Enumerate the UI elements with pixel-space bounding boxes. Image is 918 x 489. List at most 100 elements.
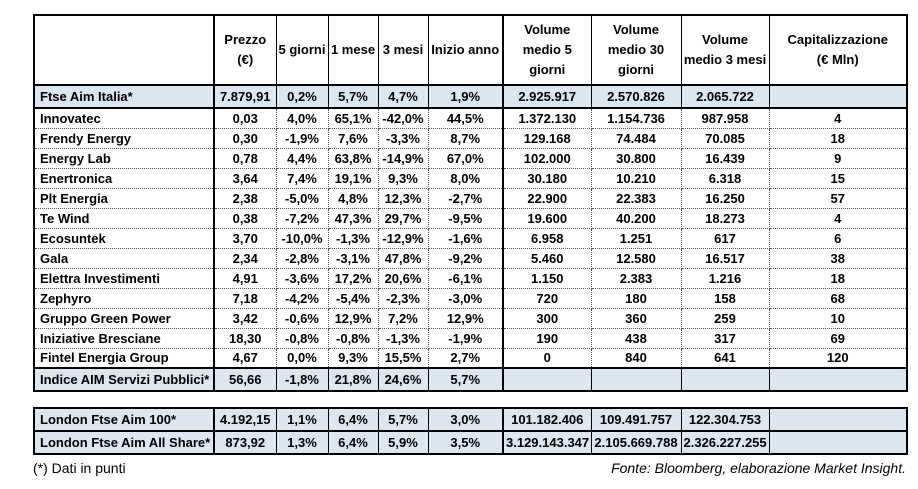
table-cell: -3,6% xyxy=(275,267,329,289)
table-cell: -6,1% xyxy=(427,267,504,289)
table-row: Innovatec 0,03 4,0% 65,1% -42,0% 44,5% 1.372.1… xyxy=(33,107,908,129)
row-label: Plt Energia xyxy=(33,187,215,209)
table-cell: 0 xyxy=(502,347,592,369)
table-cell: -2,8% xyxy=(275,247,329,269)
header-cell-3months: 3 mesi xyxy=(377,14,429,86)
table-cell: 38 xyxy=(768,247,908,269)
table-cell: 24,6% xyxy=(377,367,429,392)
table-row: Fintel Energia Group 4,67 0,0% 9,3% 15,5% 2,7… xyxy=(33,347,908,369)
table-cell xyxy=(768,367,908,392)
table-cell: 40.200 xyxy=(590,207,682,229)
header-cell-volume-5days: Volume medio 5 giorni xyxy=(502,14,592,86)
table-cell: 1.251 xyxy=(590,227,682,249)
table-cell: 122.304.753 xyxy=(680,407,770,432)
table-cell: 4,0% xyxy=(275,107,329,129)
header-cell-volume-3months: Volume medio 3 mesi xyxy=(680,14,770,86)
table-cell: 360 xyxy=(590,307,682,329)
table-cell: -1,3% xyxy=(327,227,379,249)
table-cell: 102.000 xyxy=(502,147,592,169)
header-cell-ytd: Inizio anno xyxy=(427,14,504,86)
table-cell: 9,3% xyxy=(377,167,429,189)
row-label: Fintel Energia Group xyxy=(33,347,215,369)
table-cell: 3,64 xyxy=(213,167,277,189)
table-cell: -10,0% xyxy=(275,227,329,249)
table-row: London Ftse Aim All Share* 873,92 1,3% 6,4%… xyxy=(33,430,908,455)
table-cell: 4,91 xyxy=(213,267,277,289)
table-cell: 30.180 xyxy=(502,167,592,189)
footer: (*) Dati in punti Fonte: Bloomberg, elab… xyxy=(33,460,906,476)
table-cell: 8,0% xyxy=(427,167,504,189)
table-cell: 19.600 xyxy=(502,207,592,229)
london-table-body: London Ftse Aim 100* 4.192,15 1,1% 6,4% 5,7%… xyxy=(33,407,908,455)
row-label: London Ftse Aim 100* xyxy=(33,407,215,432)
table-cell: 15,5% xyxy=(377,347,429,369)
table-cell: -7,2% xyxy=(275,207,329,229)
table-row: London Ftse Aim 100* 4.192,15 1,1% 6,4% 5,7%… xyxy=(33,407,908,432)
header-row: Prezzo (€) 5 giorni 1 mese 3 mesi Inizio… xyxy=(33,14,908,86)
table-cell: 67,0% xyxy=(427,147,504,169)
table-cell: 1,3% xyxy=(275,430,329,455)
table-cell: 29,7% xyxy=(377,207,429,229)
table-cell: 7.879,91 xyxy=(213,84,277,109)
header-cell-name xyxy=(33,14,215,86)
table-cell: 5,7% xyxy=(427,367,504,392)
table-cell: 74.484 xyxy=(590,127,682,149)
row-label: Iniziative Bresciane xyxy=(33,327,215,349)
table-cell: 18.273 xyxy=(680,207,770,229)
table-cell: 4.192,15 xyxy=(213,407,277,432)
table-cell: 3,5% xyxy=(427,430,504,455)
table-cell: 7,4% xyxy=(275,167,329,189)
table-cell: 19,1% xyxy=(327,167,379,189)
row-label: Frendy Energy xyxy=(33,127,215,149)
table-cell: 6,4% xyxy=(327,430,379,455)
table-cell: 259 xyxy=(680,307,770,329)
table-cell: 30.800 xyxy=(590,147,682,169)
table-cell: 7,2% xyxy=(377,307,429,329)
table-cell: 5,7% xyxy=(377,407,429,432)
table-cell: 18 xyxy=(768,267,908,289)
table-cell: 2,38 xyxy=(213,187,277,209)
table-cell: 6.958 xyxy=(502,227,592,249)
table-row: Te Wind 0,38 -7,2% 47,3% 29,7% -9,5% 19.600 40.… xyxy=(33,207,908,229)
table-cell: 617 xyxy=(680,227,770,249)
table-row: Gruppo Green Power 3,42 -0,6% 12,9% 7,2% 12,9… xyxy=(33,307,908,329)
table-cell: 109.491.757 xyxy=(590,407,682,432)
table-cell: 0,38 xyxy=(213,207,277,229)
table-cell: 56,66 xyxy=(213,367,277,392)
table-cell: -14,9% xyxy=(377,147,429,169)
table-cell: 129.168 xyxy=(502,127,592,149)
table-cell: -5,4% xyxy=(327,287,379,309)
row-label: Gruppo Green Power xyxy=(33,307,215,329)
table-cell: 18 xyxy=(768,127,908,149)
table-cell: 16.439 xyxy=(680,147,770,169)
table-header: Prezzo (€) 5 giorni 1 mese 3 mesi Inizio… xyxy=(33,14,908,86)
table-cell: 12,9% xyxy=(327,307,379,329)
table-cell: 22.900 xyxy=(502,187,592,209)
table-row: Zephyro 7,18 -4,2% -5,4% -2,3% -3,0% 720 180 158… xyxy=(33,287,908,309)
row-label: Gala xyxy=(33,247,215,269)
table-cell: 101.182.406 xyxy=(502,407,592,432)
table-cell: 873,92 xyxy=(213,430,277,455)
table-cell: 3.129.143.347 xyxy=(502,430,592,455)
table-cell: 5,9% xyxy=(377,430,429,455)
row-label: Indice AIM Servizi Pubblici* xyxy=(33,367,215,392)
table-cell: 0,03 xyxy=(213,107,277,129)
table-cell: 641 xyxy=(680,347,770,369)
table-cell: -12,9% xyxy=(377,227,429,249)
table-cell: 840 xyxy=(590,347,682,369)
table-cell: 5,7% xyxy=(327,84,379,109)
header-cell-capitalization: Capitalizzazione (€ Mln) xyxy=(768,14,908,86)
table-cell: 8,7% xyxy=(427,127,504,149)
table-row: Frendy Energy 0,30 -1,9% 7,6% -3,3% 8,7% 129.1… xyxy=(33,127,908,149)
table-cell: 22.383 xyxy=(590,187,682,209)
table-cell: 0,30 xyxy=(213,127,277,149)
table-cell: 1.154.736 xyxy=(590,107,682,129)
table-cell: 68 xyxy=(768,287,908,309)
table-row: Indice AIM Servizi Pubblici* 56,66 -1,8% 21… xyxy=(33,367,908,392)
table-cell: 1.372.130 xyxy=(502,107,592,129)
table-cell: 10.210 xyxy=(590,167,682,189)
table-cell: 47,8% xyxy=(377,247,429,269)
table-cell: 3,0% xyxy=(427,407,504,432)
table-row: Gala 2,34 -2,8% -3,1% 47,8% -9,2% 5.460 12.580 1… xyxy=(33,247,908,269)
row-label: Ecosuntek xyxy=(33,227,215,249)
